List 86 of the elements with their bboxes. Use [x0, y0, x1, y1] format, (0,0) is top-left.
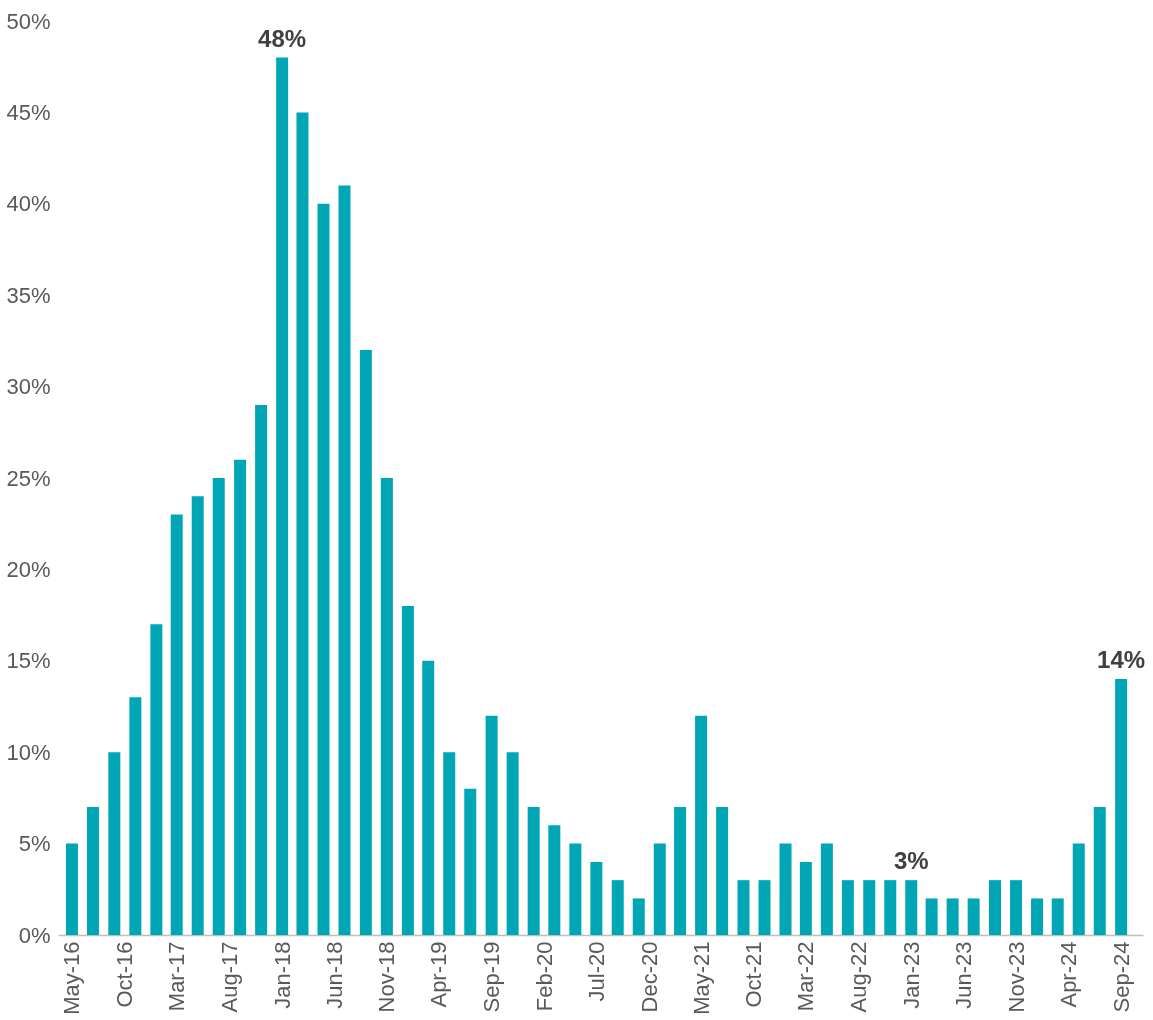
y-tick-label: 20%	[6, 556, 51, 582]
x-tick-label: Nov-23	[1003, 941, 1029, 1013]
data-label: 48%	[258, 24, 307, 52]
bar	[1010, 880, 1023, 935]
y-tick-label: 40%	[6, 191, 51, 217]
bar	[296, 112, 309, 935]
x-tick-label: Oct-21	[741, 941, 767, 1008]
bar	[863, 880, 876, 935]
bar	[737, 880, 750, 935]
x-tick-label: Jun-18	[321, 941, 347, 1009]
bar	[967, 898, 980, 935]
x-tick-label: Apr-19	[426, 941, 452, 1008]
x-tick-label: May-21	[688, 941, 714, 1015]
bar	[150, 624, 163, 935]
x-tick-label: Jan-23	[898, 941, 924, 1009]
bar	[569, 843, 582, 935]
bar	[779, 843, 792, 935]
bar	[820, 843, 833, 935]
x-tick-label: Feb-20	[531, 941, 557, 1012]
x-tick-label: Jan-18	[269, 941, 295, 1009]
bar	[841, 880, 854, 935]
bar	[632, 898, 645, 935]
bar	[1072, 843, 1085, 935]
bar	[380, 478, 393, 935]
bar	[527, 807, 540, 935]
data-label: 14%	[1097, 646, 1146, 674]
y-tick-label: 45%	[6, 99, 51, 125]
bar	[422, 660, 435, 935]
x-tick-label: Mar-22	[793, 941, 819, 1012]
bar	[758, 880, 771, 935]
bar	[1115, 679, 1128, 935]
bar	[129, 697, 142, 935]
bar	[485, 715, 498, 935]
bar	[799, 861, 812, 935]
bar	[234, 459, 247, 935]
bar	[716, 807, 729, 935]
bar	[191, 496, 204, 935]
bar	[1051, 898, 1064, 935]
y-tick-label: 50%	[6, 8, 51, 34]
bar	[653, 843, 666, 935]
x-tick-label: Sep-19	[479, 941, 505, 1013]
bar	[276, 57, 289, 935]
y-tick-label: 35%	[6, 282, 51, 308]
bar	[695, 715, 708, 935]
bar	[905, 880, 918, 935]
x-tick-label: Apr-24	[1055, 941, 1081, 1008]
bar	[611, 880, 624, 935]
bar	[884, 880, 897, 935]
x-tick-label: Dec-20	[636, 941, 662, 1013]
bar	[170, 514, 183, 935]
x-tick-label: Aug-22	[846, 941, 872, 1013]
x-tick-label: Jul-20	[583, 941, 609, 1002]
y-tick-label: 25%	[6, 465, 51, 491]
bar	[108, 752, 121, 935]
bar	[1093, 807, 1106, 935]
bar	[1031, 898, 1044, 935]
x-tick-label: Nov-18	[374, 941, 400, 1013]
bar	[548, 825, 561, 935]
y-tick-label: 10%	[6, 739, 51, 765]
bar	[317, 203, 330, 935]
bar	[989, 880, 1002, 935]
y-tick-label: 5%	[18, 831, 51, 857]
x-tick-label: Mar-17	[164, 941, 190, 1012]
y-tick-label: 15%	[6, 648, 51, 674]
bar	[359, 350, 372, 935]
bar	[590, 861, 603, 935]
bar	[401, 605, 414, 935]
bar	[65, 843, 78, 935]
bar	[925, 898, 938, 935]
y-tick-label: 30%	[6, 374, 51, 400]
x-tick-label: Aug-17	[216, 941, 242, 1013]
x-tick-label: Oct-16	[112, 941, 138, 1008]
bar	[338, 185, 351, 935]
bar	[946, 898, 959, 935]
x-tick-label: Sep-24	[1108, 941, 1134, 1013]
y-tick-label: 0%	[18, 922, 51, 948]
x-tick-label: Jun-23	[950, 941, 976, 1009]
x-tick-label: May-16	[59, 941, 85, 1015]
bar	[255, 404, 268, 935]
bar	[443, 752, 456, 935]
bar	[464, 788, 477, 935]
bar	[212, 478, 225, 935]
bar	[86, 807, 99, 935]
data-label: 3%	[893, 847, 929, 875]
bar	[674, 807, 687, 935]
bar	[506, 752, 519, 935]
